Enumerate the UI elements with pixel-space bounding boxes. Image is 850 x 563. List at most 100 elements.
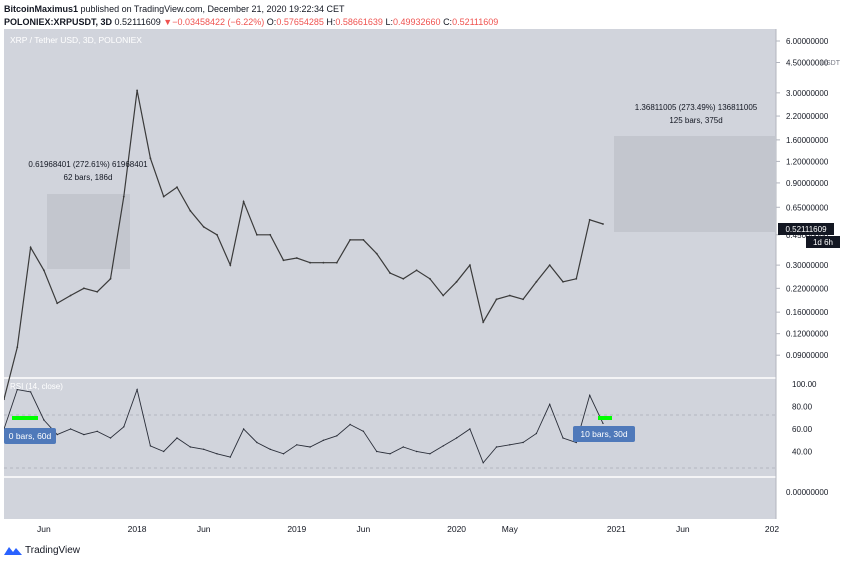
rsi-point — [469, 428, 471, 430]
price-point — [548, 264, 551, 266]
rsi-point — [216, 453, 218, 455]
price-point — [69, 294, 72, 297]
price-change: −0.03458422 (−6.22%) — [172, 17, 265, 27]
price-point — [575, 277, 578, 280]
measure-label-2017: 0.61968401 (272.61%) 61968401 — [28, 160, 148, 169]
rsi-point — [442, 445, 444, 447]
price-point — [322, 261, 325, 264]
price-point — [522, 298, 524, 301]
rsi-point — [69, 428, 72, 430]
price-point — [162, 195, 165, 198]
rsi-axis-ticks: 100.00 80.00 60.00 40.00 — [792, 380, 817, 457]
price-point — [402, 277, 405, 280]
tradingview-logo-icon — [4, 547, 22, 555]
rsi-point — [296, 444, 298, 446]
rsi-point — [123, 426, 125, 428]
price-tick-label: 4.50000000 — [786, 59, 829, 68]
price-point — [602, 223, 604, 225]
rsi-point — [522, 441, 524, 444]
price-point — [482, 321, 485, 323]
open-label: O: — [266, 17, 277, 27]
rsi-point — [575, 441, 577, 444]
rsi-point — [549, 403, 551, 405]
rsi-point — [602, 422, 604, 425]
tradingview-brand[interactable]: TradingView — [25, 544, 81, 556]
rsi-point — [322, 439, 325, 441]
price-tick-label: 0.90000000 — [786, 179, 829, 188]
price-tick-label: 2.20000000 — [786, 112, 829, 121]
price-point — [149, 157, 152, 160]
price-tick-label: 3.00000000 — [786, 89, 829, 98]
rsi-point — [256, 441, 258, 444]
open-value: 0.57654285 — [276, 17, 324, 27]
price-series — [3, 89, 604, 401]
rsi-tick-label: 60.00 — [792, 425, 813, 434]
rsi-marker-2017 — [12, 416, 38, 420]
price-point — [96, 290, 99, 293]
rsi-point — [203, 448, 205, 450]
rsi-tick-label: 40.00 — [792, 448, 813, 457]
price-line — [3, 90, 604, 400]
price-point — [216, 233, 218, 236]
price-point — [202, 226, 205, 228]
price-point — [362, 239, 365, 241]
measure-box-2021[interactable] — [614, 136, 776, 232]
high-value: 0.58661639 — [335, 17, 383, 27]
price-tick-label: 0.12000000 — [786, 330, 829, 339]
time-tick-label: Jun — [357, 524, 371, 534]
price-point — [43, 269, 45, 272]
price-point — [56, 302, 59, 305]
time-tick-label: 202 — [765, 524, 779, 534]
price-point — [349, 239, 351, 241]
price-point — [562, 280, 564, 283]
rsi-point — [16, 388, 18, 391]
rsi-point — [282, 453, 285, 455]
price-axis-background — [776, 29, 844, 519]
price-point — [508, 294, 511, 297]
close-value: 0.52111609 — [452, 17, 499, 27]
rsi-point — [242, 428, 245, 430]
rsi-point — [362, 430, 365, 432]
price-point — [309, 261, 311, 264]
time-tick-label: 2019 — [287, 524, 306, 534]
price-point — [415, 269, 418, 272]
price-point — [136, 89, 139, 92]
rsi-tick-label: 80.00 — [792, 403, 813, 412]
rsi-point — [136, 388, 138, 391]
price-tick-label: 0.30000000 — [786, 261, 829, 270]
rsi-tick-label: 100.00 — [792, 380, 817, 389]
author-name[interactable]: BitcoinMaximus1 — [4, 4, 79, 14]
chart-area[interactable]: 6.00000000 4.50000000 3.00000000 2.20000000… — [3, 29, 844, 539]
high-label: H: — [326, 17, 336, 27]
price-point — [16, 346, 19, 349]
symbol-label[interactable]: POLONIEX:XRPUSDT, 3D — [4, 17, 113, 27]
rsi-point — [176, 437, 178, 439]
ohlc-line: POLONIEX:XRPUSDT, 3D 0.52111609 ▼−0.0345… — [4, 16, 844, 29]
bars-badge-2020 — [573, 426, 635, 442]
plot-background — [4, 29, 776, 519]
rsi-point — [535, 432, 538, 435]
current-price-tag — [778, 223, 834, 235]
rsi-point — [455, 437, 458, 439]
rsi-point — [109, 437, 112, 439]
bars-badge-2017 — [4, 428, 56, 444]
close-label: C: — [443, 17, 453, 27]
lower-pane-tick: 0.00000000 — [786, 488, 829, 497]
rsi-point — [56, 433, 58, 436]
price-point — [495, 298, 498, 301]
price-point — [3, 398, 5, 401]
rsi-point — [482, 462, 484, 464]
price-tick-label: 1.60000000 — [786, 136, 829, 145]
rsi-point — [376, 450, 378, 453]
bars-badge-2020-text: 10 bars, 30d — [580, 429, 628, 439]
rsi-point — [495, 446, 498, 448]
rsi-point — [336, 435, 338, 437]
low-value: 0.49932660 — [392, 17, 441, 27]
price-chart-svg[interactable]: 6.00000000 4.50000000 3.00000000 2.20000000… — [3, 29, 844, 539]
price-unit: USDT — [821, 60, 841, 67]
rsi-point — [349, 423, 351, 426]
price-point — [282, 259, 285, 262]
price-point — [469, 264, 471, 266]
measure-box-2017[interactable] — [47, 194, 130, 269]
price-tick-label: 1.20000000 — [786, 157, 829, 166]
